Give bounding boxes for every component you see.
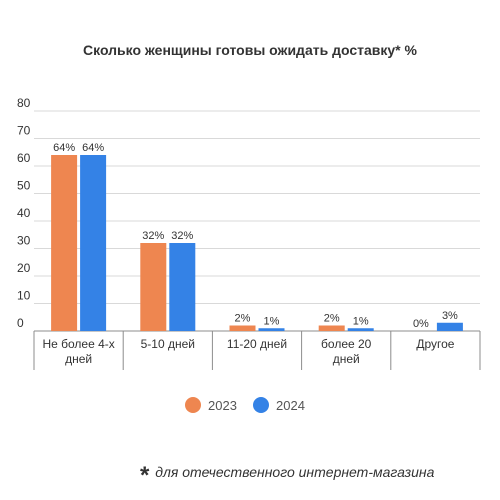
legend-marker-2023: [185, 397, 201, 413]
x-tick-label: Не более 4-х дней: [42, 337, 114, 366]
bar-2024: [169, 243, 196, 331]
legend-label: 2023: [208, 398, 237, 413]
bar-2024: [258, 328, 285, 331]
legend-marker-2024: [253, 397, 269, 413]
chart-title: Сколько женщины готовы ожидать доставку*…: [83, 42, 417, 58]
data-label: 64%: [53, 142, 75, 154]
footnote-star: *: [140, 462, 150, 489]
footnote: * для отечественного интернет-магазина: [140, 456, 435, 489]
data-label: 32%: [142, 230, 164, 242]
bar-2023: [140, 243, 167, 331]
legend-label: 2024: [276, 398, 305, 413]
bar-2023: [318, 325, 345, 331]
x-tick-label: более 20 дней: [321, 337, 372, 366]
x-tick-label: Другое: [416, 337, 454, 351]
data-label: 32%: [171, 230, 193, 242]
bar-2023: [51, 155, 78, 331]
y-tick-label: 20: [17, 261, 31, 275]
data-label: 2%: [235, 313, 251, 325]
data-label: 1%: [353, 315, 369, 327]
y-tick-label: 40: [17, 206, 31, 220]
y-tick-label: 60: [17, 151, 31, 165]
bar-2024: [436, 322, 463, 331]
y-tick-label: 70: [17, 124, 31, 138]
bar-2024: [80, 155, 107, 331]
data-label: 64%: [82, 142, 104, 154]
footnote-text: для отечественного интернет-магазина: [155, 464, 435, 480]
y-tick-label: 0: [17, 316, 24, 330]
bar-2023: [229, 325, 256, 331]
y-tick-label: 10: [17, 289, 31, 303]
data-label: 0%: [413, 318, 429, 330]
bar-2024: [347, 328, 374, 331]
data-label: 2%: [324, 313, 340, 325]
data-label: 3%: [442, 310, 458, 322]
y-tick-label: 30: [17, 234, 31, 248]
y-tick-label: 50: [17, 179, 31, 193]
y-tick-label: 80: [17, 96, 31, 110]
data-label: 1%: [264, 315, 280, 327]
x-tick-label: 5-10 дней: [141, 337, 195, 351]
x-tick-label: 11-20 дней: [227, 337, 287, 351]
